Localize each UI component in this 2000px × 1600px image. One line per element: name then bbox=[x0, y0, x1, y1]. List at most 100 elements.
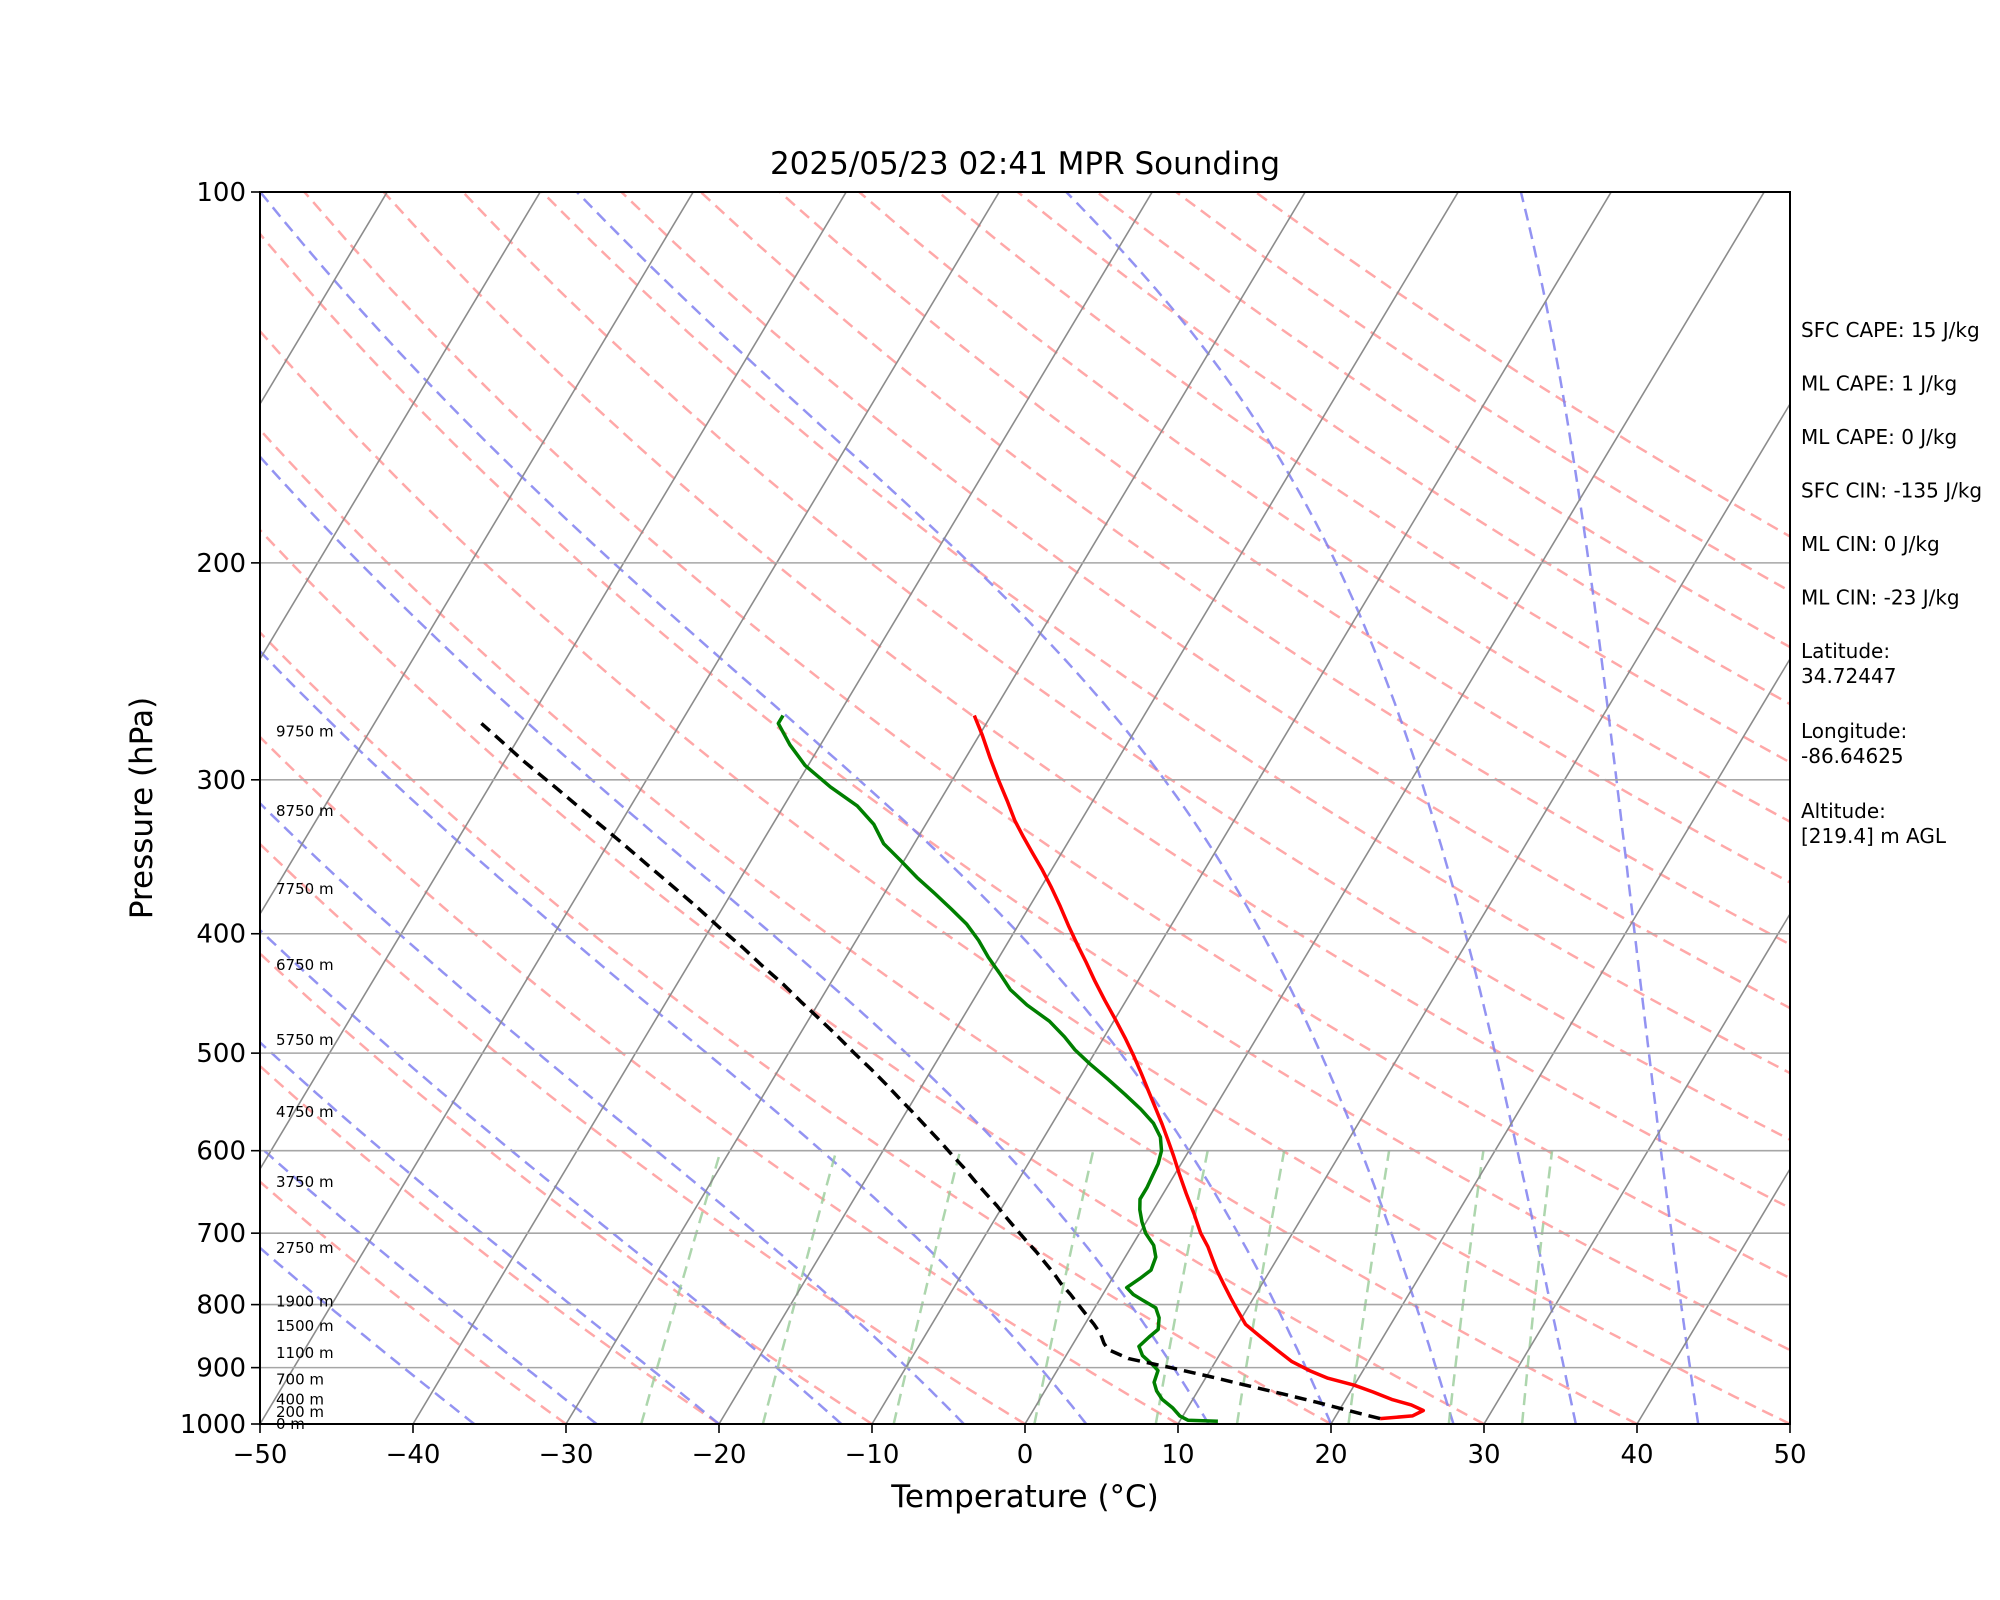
height-label: 200 m bbox=[276, 1403, 324, 1421]
dry-adiabat bbox=[260, 528, 1485, 1424]
x-tick-label: 0 bbox=[1017, 1440, 1034, 1470]
x-tick-label: −50 bbox=[233, 1440, 288, 1470]
x-tick-label: −10 bbox=[845, 1440, 900, 1470]
height-label: 1500 m bbox=[276, 1317, 334, 1335]
height-label: 0 m bbox=[276, 1415, 305, 1433]
y-tick-label: 700 bbox=[196, 1219, 246, 1249]
y-tick-label: 400 bbox=[196, 920, 246, 950]
height-label: 5750 m bbox=[276, 1031, 334, 1049]
isotherm bbox=[871, 192, 1612, 1424]
sounding-traces bbox=[480, 714, 1426, 1424]
temperature-axis: −50 −40 −30 −20 −10 0 10 20 30 40 50 bbox=[233, 1424, 1807, 1470]
isotherm bbox=[1024, 192, 1765, 1424]
isotherm bbox=[565, 192, 1306, 1424]
stat-line: SFC CIN: -135 J/kg bbox=[1801, 479, 1982, 503]
dry-adiabat bbox=[699, 192, 1790, 946]
isotherm bbox=[0, 192, 81, 1424]
x-tick-label: −40 bbox=[386, 1440, 441, 1470]
isotherm bbox=[1177, 402, 1790, 1424]
dry-adiabat bbox=[937, 192, 1790, 764]
isotherm bbox=[260, 192, 1000, 1424]
isotherm bbox=[718, 192, 1459, 1424]
x-tick-label: 50 bbox=[1773, 1440, 1806, 1470]
isotherm bbox=[260, 192, 388, 406]
y-tick-label: 600 bbox=[196, 1137, 246, 1167]
moist-adiabat bbox=[260, 1246, 475, 1424]
isotherm bbox=[260, 192, 847, 1171]
dry-adiabat bbox=[260, 842, 1026, 1424]
moist-adiabat bbox=[1519, 192, 1700, 1424]
x-tick-label: 20 bbox=[1314, 1440, 1347, 1470]
height-label: 6750 m bbox=[276, 956, 334, 974]
height-label: 3750 m bbox=[276, 1173, 334, 1191]
stat-line: ML CIN: -23 J/kg bbox=[1801, 586, 1960, 610]
y-tick-label: 100 bbox=[196, 178, 246, 208]
y-tick-label: 200 bbox=[196, 549, 246, 579]
dry-adiabat bbox=[260, 329, 1790, 1424]
dewpoint-trace bbox=[776, 714, 1218, 1424]
moist-adiabat bbox=[260, 454, 1210, 1424]
chart-title: 2025/05/23 02:41 MPR Sounding bbox=[770, 146, 1280, 182]
y-tick-label: 1000 bbox=[180, 1410, 246, 1440]
moist-adiabat bbox=[260, 1145, 598, 1424]
stat-line: Longitude: bbox=[1801, 719, 1907, 743]
height-label: 2750 m bbox=[276, 1239, 334, 1257]
height-label: 9750 m bbox=[276, 722, 334, 740]
mixing-ratio-line bbox=[1033, 1150, 1095, 1424]
dry-adiabat bbox=[303, 192, 1790, 1280]
moist-adiabat bbox=[576, 192, 1455, 1424]
stat-value: [219.4] m AGL bbox=[1801, 824, 1947, 848]
height-label: 400 m bbox=[276, 1390, 324, 1408]
height-label: 7750 m bbox=[276, 880, 334, 898]
temperature-trace bbox=[972, 714, 1426, 1421]
x-axis-label: Temperature (°C) bbox=[890, 1479, 1159, 1515]
parcel-trace bbox=[480, 722, 1381, 1421]
isotherm bbox=[260, 192, 694, 916]
x-tick-label: −30 bbox=[539, 1440, 594, 1470]
x-tick-label: 40 bbox=[1620, 1440, 1653, 1470]
dry-adiabat bbox=[260, 951, 873, 1424]
isotherm bbox=[1330, 657, 1790, 1424]
dry-adiabat bbox=[260, 231, 1790, 1352]
moist-adiabat bbox=[260, 928, 843, 1424]
y-tick-label: 300 bbox=[196, 766, 246, 796]
stat-value: 34.72447 bbox=[1801, 664, 1896, 688]
isotherm bbox=[260, 192, 541, 661]
height-label: 1900 m bbox=[276, 1292, 334, 1310]
x-tick-label: −20 bbox=[692, 1440, 747, 1470]
x-tick-label: 10 bbox=[1161, 1440, 1194, 1470]
isotherm bbox=[1483, 912, 1790, 1424]
moist-adiabat bbox=[260, 801, 965, 1424]
dry-adiabat bbox=[260, 630, 1332, 1424]
stat-line: Latitude: bbox=[1801, 639, 1890, 663]
moist-adiabat bbox=[260, 192, 1333, 1424]
mixing-ratio-line bbox=[1447, 1150, 1485, 1424]
y-tick-label: 900 bbox=[196, 1354, 246, 1384]
y-tick-label: 500 bbox=[196, 1039, 246, 1069]
dry-adiabat bbox=[620, 192, 1790, 1010]
dry-adiabat bbox=[541, 192, 1790, 1075]
moist-adiabat bbox=[260, 649, 1088, 1424]
height-label: 700 m bbox=[276, 1370, 324, 1388]
sounding-stats: SFC CAPE: 15 J/kg ML CAPE: 1 J/kg ML CAPE:… bbox=[1801, 318, 1982, 848]
isotherm bbox=[1636, 1167, 1790, 1424]
height-label: 1100 m bbox=[276, 1344, 334, 1362]
isotherm bbox=[412, 192, 1153, 1424]
stat-line: ML CAPE: 1 J/kg bbox=[1801, 372, 1957, 396]
dry-adiabat bbox=[260, 1064, 720, 1424]
x-tick-label: 30 bbox=[1467, 1440, 1500, 1470]
stat-value: -86.64625 bbox=[1801, 744, 1904, 768]
mixing-ratio-line bbox=[639, 1150, 722, 1424]
y-tick-label: 800 bbox=[196, 1291, 246, 1321]
mixing-ratio-line bbox=[761, 1150, 838, 1424]
height-label: 4750 m bbox=[276, 1103, 334, 1121]
stat-line: ML CAPE: 0 J/kg bbox=[1801, 425, 1957, 449]
dry-adiabat bbox=[382, 192, 1790, 1210]
mixing-ratio-line bbox=[892, 1150, 962, 1424]
stat-line: Altitude: bbox=[1801, 799, 1886, 823]
moist-adiabat bbox=[1065, 192, 1578, 1424]
moist-adiabat bbox=[260, 1040, 720, 1424]
stat-line: ML CIN: 0 J/kg bbox=[1801, 532, 1940, 556]
